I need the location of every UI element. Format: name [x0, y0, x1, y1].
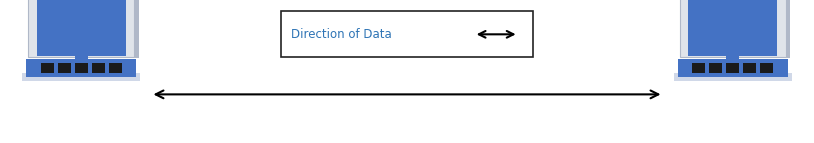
FancyBboxPatch shape	[281, 11, 533, 57]
FancyBboxPatch shape	[75, 53, 88, 67]
FancyBboxPatch shape	[709, 63, 722, 73]
FancyBboxPatch shape	[37, 0, 126, 56]
FancyBboxPatch shape	[677, 59, 788, 77]
FancyBboxPatch shape	[23, 73, 141, 81]
FancyBboxPatch shape	[92, 63, 105, 73]
FancyBboxPatch shape	[726, 53, 739, 67]
FancyBboxPatch shape	[26, 59, 136, 77]
FancyBboxPatch shape	[680, 0, 786, 57]
FancyBboxPatch shape	[743, 63, 756, 73]
FancyBboxPatch shape	[692, 63, 705, 73]
FancyBboxPatch shape	[75, 63, 88, 73]
FancyBboxPatch shape	[685, 0, 790, 58]
FancyBboxPatch shape	[58, 63, 71, 73]
FancyBboxPatch shape	[28, 0, 134, 57]
FancyBboxPatch shape	[726, 63, 739, 73]
FancyBboxPatch shape	[109, 63, 122, 73]
FancyBboxPatch shape	[760, 63, 773, 73]
FancyBboxPatch shape	[33, 0, 139, 58]
FancyBboxPatch shape	[41, 63, 54, 73]
FancyBboxPatch shape	[674, 73, 791, 81]
Text: Direction of Data: Direction of Data	[291, 28, 392, 41]
FancyBboxPatch shape	[688, 0, 777, 56]
